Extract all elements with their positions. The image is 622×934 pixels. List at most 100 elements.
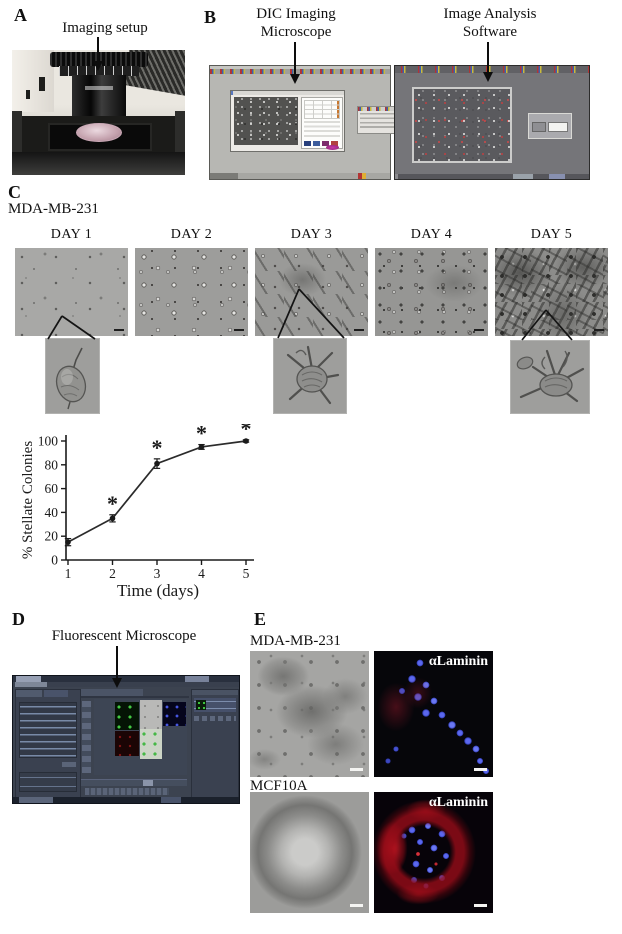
panel-d-letter: D xyxy=(12,609,25,629)
scale-bar xyxy=(354,328,364,331)
scale-bar xyxy=(474,904,487,907)
day-3-label: DAY 3 xyxy=(290,227,333,242)
photo-knob xyxy=(39,77,45,91)
stage-front xyxy=(12,152,185,175)
open-images-panel xyxy=(191,689,239,798)
svg-text:60: 60 xyxy=(45,481,59,496)
arrow-shaft xyxy=(96,37,100,61)
svg-text:0: 0 xyxy=(51,553,58,568)
day-4-micrograph xyxy=(375,248,488,336)
vendor-logo xyxy=(326,145,339,150)
caption-line: Software xyxy=(462,24,518,40)
secondary-list xyxy=(19,772,77,792)
culture-dish xyxy=(76,123,122,142)
mda-mb-231-laminin-image: αLaminin xyxy=(374,651,493,777)
photo-background xyxy=(12,50,54,112)
svg-text:*: * xyxy=(241,424,252,441)
svg-text:Time (days): Time (days) xyxy=(117,581,199,600)
day-3-micrograph xyxy=(255,248,368,336)
stellate-colonies-chart: 0 20 40 60 80 100 1 2 3 4 5 * * * * Time (days) % Stella… xyxy=(18,424,265,602)
channel-montage xyxy=(94,699,187,775)
day-5-cell-inset xyxy=(510,340,590,414)
camera-control-panel xyxy=(301,97,343,149)
day-2-figure: DAY 2 xyxy=(135,226,248,336)
dic-software-screenshot xyxy=(209,65,405,180)
svg-text:1: 1 xyxy=(65,566,72,581)
arrow-head-icon xyxy=(483,72,493,82)
scale-bar xyxy=(474,328,484,331)
cell-line-label: MDA-MB-231 xyxy=(8,201,99,217)
scale-bar xyxy=(234,328,244,331)
arrow-shaft xyxy=(115,646,119,678)
panel-tabs xyxy=(16,690,80,697)
view-tool-strip xyxy=(82,701,91,773)
dic-channel-tile xyxy=(140,700,162,730)
settings-table xyxy=(304,100,340,119)
day-1-cell-inset xyxy=(45,338,100,414)
control-buttons-row xyxy=(85,788,169,795)
panel-d-caption: Fluorescent Microscope xyxy=(51,628,197,644)
svg-text:40: 40 xyxy=(45,505,59,520)
analysis-software-screenshot xyxy=(394,65,590,180)
svg-text:4: 4 xyxy=(198,566,205,581)
day-3-cell-inset xyxy=(273,338,347,414)
arrow-head-icon xyxy=(112,678,122,688)
day-5-micrograph xyxy=(495,248,608,336)
svg-text:100: 100 xyxy=(38,434,59,449)
arrow-head-icon xyxy=(290,74,300,84)
condenser-cylinder xyxy=(71,75,126,119)
panel-a-letter: A xyxy=(14,5,27,25)
panel-e-letter: E xyxy=(254,609,267,629)
stellate-cell-drawing xyxy=(286,345,340,405)
dialog-field xyxy=(548,122,568,132)
panel-b-right-arrow xyxy=(483,42,493,82)
app-menubar xyxy=(13,682,239,687)
screenshot-statusbar xyxy=(395,174,589,179)
day-4-label: DAY 4 xyxy=(410,227,453,242)
day-1-label: DAY 1 xyxy=(50,227,93,242)
blue-channel-tile xyxy=(163,702,186,726)
day-5-label: DAY 5 xyxy=(530,227,573,242)
count-dialog xyxy=(528,113,572,139)
mda-mb-231-dic-image xyxy=(250,651,369,777)
fluorescence-software-screenshot xyxy=(12,675,240,804)
image-analysis-caption: Image Analysis Software xyxy=(428,5,552,41)
experiment-list xyxy=(19,702,77,758)
stage-rail xyxy=(12,111,22,153)
day-5-figure: DAY 5 xyxy=(495,226,608,336)
panel-b-letter: B xyxy=(204,7,217,27)
scale-bar xyxy=(474,768,487,771)
merged-channel-tile xyxy=(140,729,162,759)
dialog-titlebar xyxy=(358,107,404,111)
dialog-body xyxy=(360,113,402,128)
settings-rows xyxy=(304,121,340,137)
svg-text:2: 2 xyxy=(109,566,116,581)
dic-microscope-caption: DIC Imaging Microscope xyxy=(236,5,356,41)
condenser-ring xyxy=(58,66,139,76)
svg-text:20: 20 xyxy=(45,529,59,544)
stain-label: αLaminin xyxy=(428,795,488,810)
mcf10a-dic-image xyxy=(250,792,369,913)
scale-bar xyxy=(114,328,124,331)
counted-cells-image xyxy=(412,87,512,163)
document-tab xyxy=(81,689,143,696)
screenshot-titlebar xyxy=(210,66,390,69)
image-thumbnail xyxy=(196,700,206,710)
panel-button xyxy=(62,762,76,767)
stage-rail xyxy=(175,111,185,153)
svg-text:*: * xyxy=(152,435,163,460)
panel-c-letter: C xyxy=(8,182,21,202)
photo-knob xyxy=(26,90,30,99)
svg-text:*: * xyxy=(107,491,118,516)
dimension-slider xyxy=(81,779,187,786)
arrow-shaft xyxy=(293,42,297,74)
panel-b-left-arrow xyxy=(290,42,300,84)
day-1-micrograph xyxy=(15,248,128,336)
panel-d-arrow xyxy=(112,646,122,688)
svg-text:*: * xyxy=(196,424,207,446)
panel-toolbar xyxy=(194,716,236,721)
svg-text:% Stellate Colonies: % Stellate Colonies xyxy=(20,441,36,559)
green-channel-tile xyxy=(115,702,139,730)
condenser-label xyxy=(84,86,113,90)
spread-stellate-cell-drawing xyxy=(516,349,585,403)
